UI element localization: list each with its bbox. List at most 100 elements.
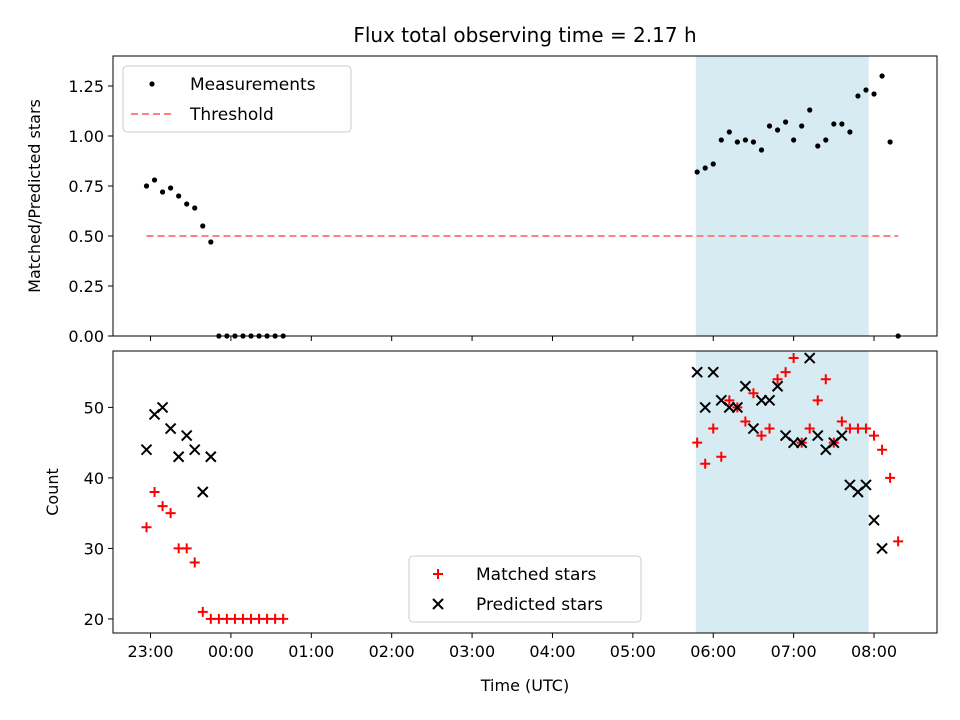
bottom-shaded-region bbox=[695, 351, 869, 633]
measurement-point bbox=[702, 165, 708, 171]
predicted-star-point bbox=[172, 451, 185, 463]
x-tick-label: 00:00 bbox=[208, 642, 254, 661]
measurement-point bbox=[176, 193, 182, 199]
measurement-point bbox=[734, 139, 740, 145]
predicted-star-point bbox=[763, 394, 776, 407]
predicted-star-point bbox=[836, 429, 848, 442]
measurement-point bbox=[192, 205, 198, 211]
predicted-star-point bbox=[747, 422, 760, 435]
top-y-tick-label: 1.25 bbox=[68, 77, 104, 96]
matched-star-point bbox=[149, 487, 160, 497]
matched-star-point bbox=[869, 430, 880, 441]
measurement-point bbox=[782, 119, 789, 125]
measurement-point bbox=[168, 185, 174, 191]
matched-star-point bbox=[748, 388, 759, 399]
measurement-point bbox=[847, 129, 853, 135]
top-y-tick-label: 1.00 bbox=[68, 127, 104, 146]
measurement-point bbox=[879, 73, 885, 79]
matched-star-point bbox=[197, 606, 208, 617]
legend-label-predicted-stars: Predicted stars bbox=[476, 595, 603, 615]
bottom-y-ticks: 20 30 40 50 bbox=[84, 398, 113, 629]
matched-star-point bbox=[278, 613, 289, 624]
predicted-star-point bbox=[197, 486, 209, 498]
matched-star-point bbox=[716, 451, 727, 462]
measurement-point bbox=[726, 129, 732, 135]
predicted-star-point bbox=[876, 542, 888, 555]
matched-star-point bbox=[812, 395, 823, 406]
legend-plus-marker bbox=[433, 569, 443, 579]
predicted-star-point bbox=[795, 436, 808, 449]
matched-star-point bbox=[724, 395, 735, 406]
legend-label-matched-stars: Matched stars bbox=[476, 565, 596, 585]
measurement-point bbox=[208, 239, 214, 245]
measurement-point bbox=[839, 121, 845, 127]
measurement-point bbox=[694, 169, 700, 175]
measurement-point bbox=[184, 201, 190, 207]
matched-star-point bbox=[740, 416, 751, 427]
x-tick-label: 06:00 bbox=[690, 642, 736, 661]
measurement-point bbox=[143, 183, 150, 189]
top-y-tick-label: 0.50 bbox=[68, 227, 104, 246]
measurement-point bbox=[750, 139, 757, 145]
bottom-legend-box bbox=[408, 555, 642, 623]
matched-star-point bbox=[692, 437, 703, 448]
legend-label-measurements: Measurements bbox=[190, 75, 316, 95]
legend-marker-matched-stars bbox=[433, 569, 443, 579]
x-tick-label: 07:00 bbox=[771, 642, 817, 661]
matched-star-point bbox=[877, 444, 888, 455]
legend-cross-marker bbox=[432, 598, 444, 610]
top-panel: 0.00 0.25 0.50 0.75 1.00 1.25 Matched/Predict… bbox=[25, 55, 938, 346]
matched-star-point bbox=[860, 423, 871, 434]
x-tick-label: 02:00 bbox=[369, 642, 415, 661]
predicted-star-point bbox=[707, 366, 719, 378]
predicted-star-point bbox=[699, 401, 711, 414]
measurement-point bbox=[831, 121, 837, 127]
matched-star-point bbox=[157, 501, 168, 512]
matched-star-point bbox=[820, 374, 831, 385]
measurement-point bbox=[151, 177, 158, 183]
matched-star-point bbox=[836, 416, 847, 427]
measurement-point bbox=[855, 93, 861, 99]
top-legend-box bbox=[122, 65, 352, 133]
measurement-point bbox=[887, 139, 893, 145]
measurement-point bbox=[815, 143, 821, 149]
predicted-star-point bbox=[156, 401, 169, 414]
bottom-axes-frame bbox=[112, 350, 938, 634]
legend-marker-measurements bbox=[149, 81, 155, 87]
predicted-star-point bbox=[739, 380, 752, 392]
bottom-panel: 20 30 40 50 23:00 00:00 01:00 02:00 03:00 04:00 0… bbox=[43, 350, 938, 695]
bottom-legend: Matched stars Predicted stars bbox=[408, 555, 642, 623]
x-tick-label: 08:00 bbox=[851, 642, 897, 661]
matched-star-point bbox=[893, 536, 904, 547]
predicted-star-point bbox=[804, 352, 816, 364]
matched-star-point bbox=[804, 423, 815, 434]
matched-star-point bbox=[165, 508, 176, 519]
top-y-tick-label: 0.00 bbox=[68, 327, 104, 346]
measurement-point bbox=[766, 123, 773, 129]
top-x-ticks bbox=[150, 336, 875, 341]
predicted-star-point bbox=[812, 429, 824, 442]
top-y-tick-label: 0.75 bbox=[68, 177, 104, 196]
measurement-point bbox=[742, 137, 749, 143]
predicted-star-point bbox=[868, 514, 880, 526]
bottom-y-tick-label: 40 bbox=[84, 469, 104, 488]
predicted-star-point bbox=[140, 443, 153, 456]
predicted-star-point bbox=[180, 429, 193, 442]
legend-label-threshold: Threshold bbox=[189, 105, 274, 125]
matched-star-point bbox=[772, 374, 783, 385]
matched-star-point bbox=[885, 472, 896, 483]
x-tick-label: 23:00 bbox=[127, 642, 173, 661]
matched-star-point bbox=[700, 458, 711, 469]
predicted-star-point bbox=[205, 451, 217, 463]
top-series-layer bbox=[143, 73, 901, 339]
measurement-point bbox=[159, 189, 166, 195]
predicted-star-point bbox=[164, 422, 177, 435]
top-y-tick-label: 0.25 bbox=[68, 277, 104, 296]
matched-star-point bbox=[756, 430, 767, 441]
legend-marker-predicted-stars bbox=[432, 598, 444, 610]
matched-star-point bbox=[780, 367, 791, 378]
measurement-point bbox=[799, 123, 805, 129]
bottom-y-tick-label: 50 bbox=[84, 398, 104, 417]
measurement-point bbox=[710, 161, 716, 167]
